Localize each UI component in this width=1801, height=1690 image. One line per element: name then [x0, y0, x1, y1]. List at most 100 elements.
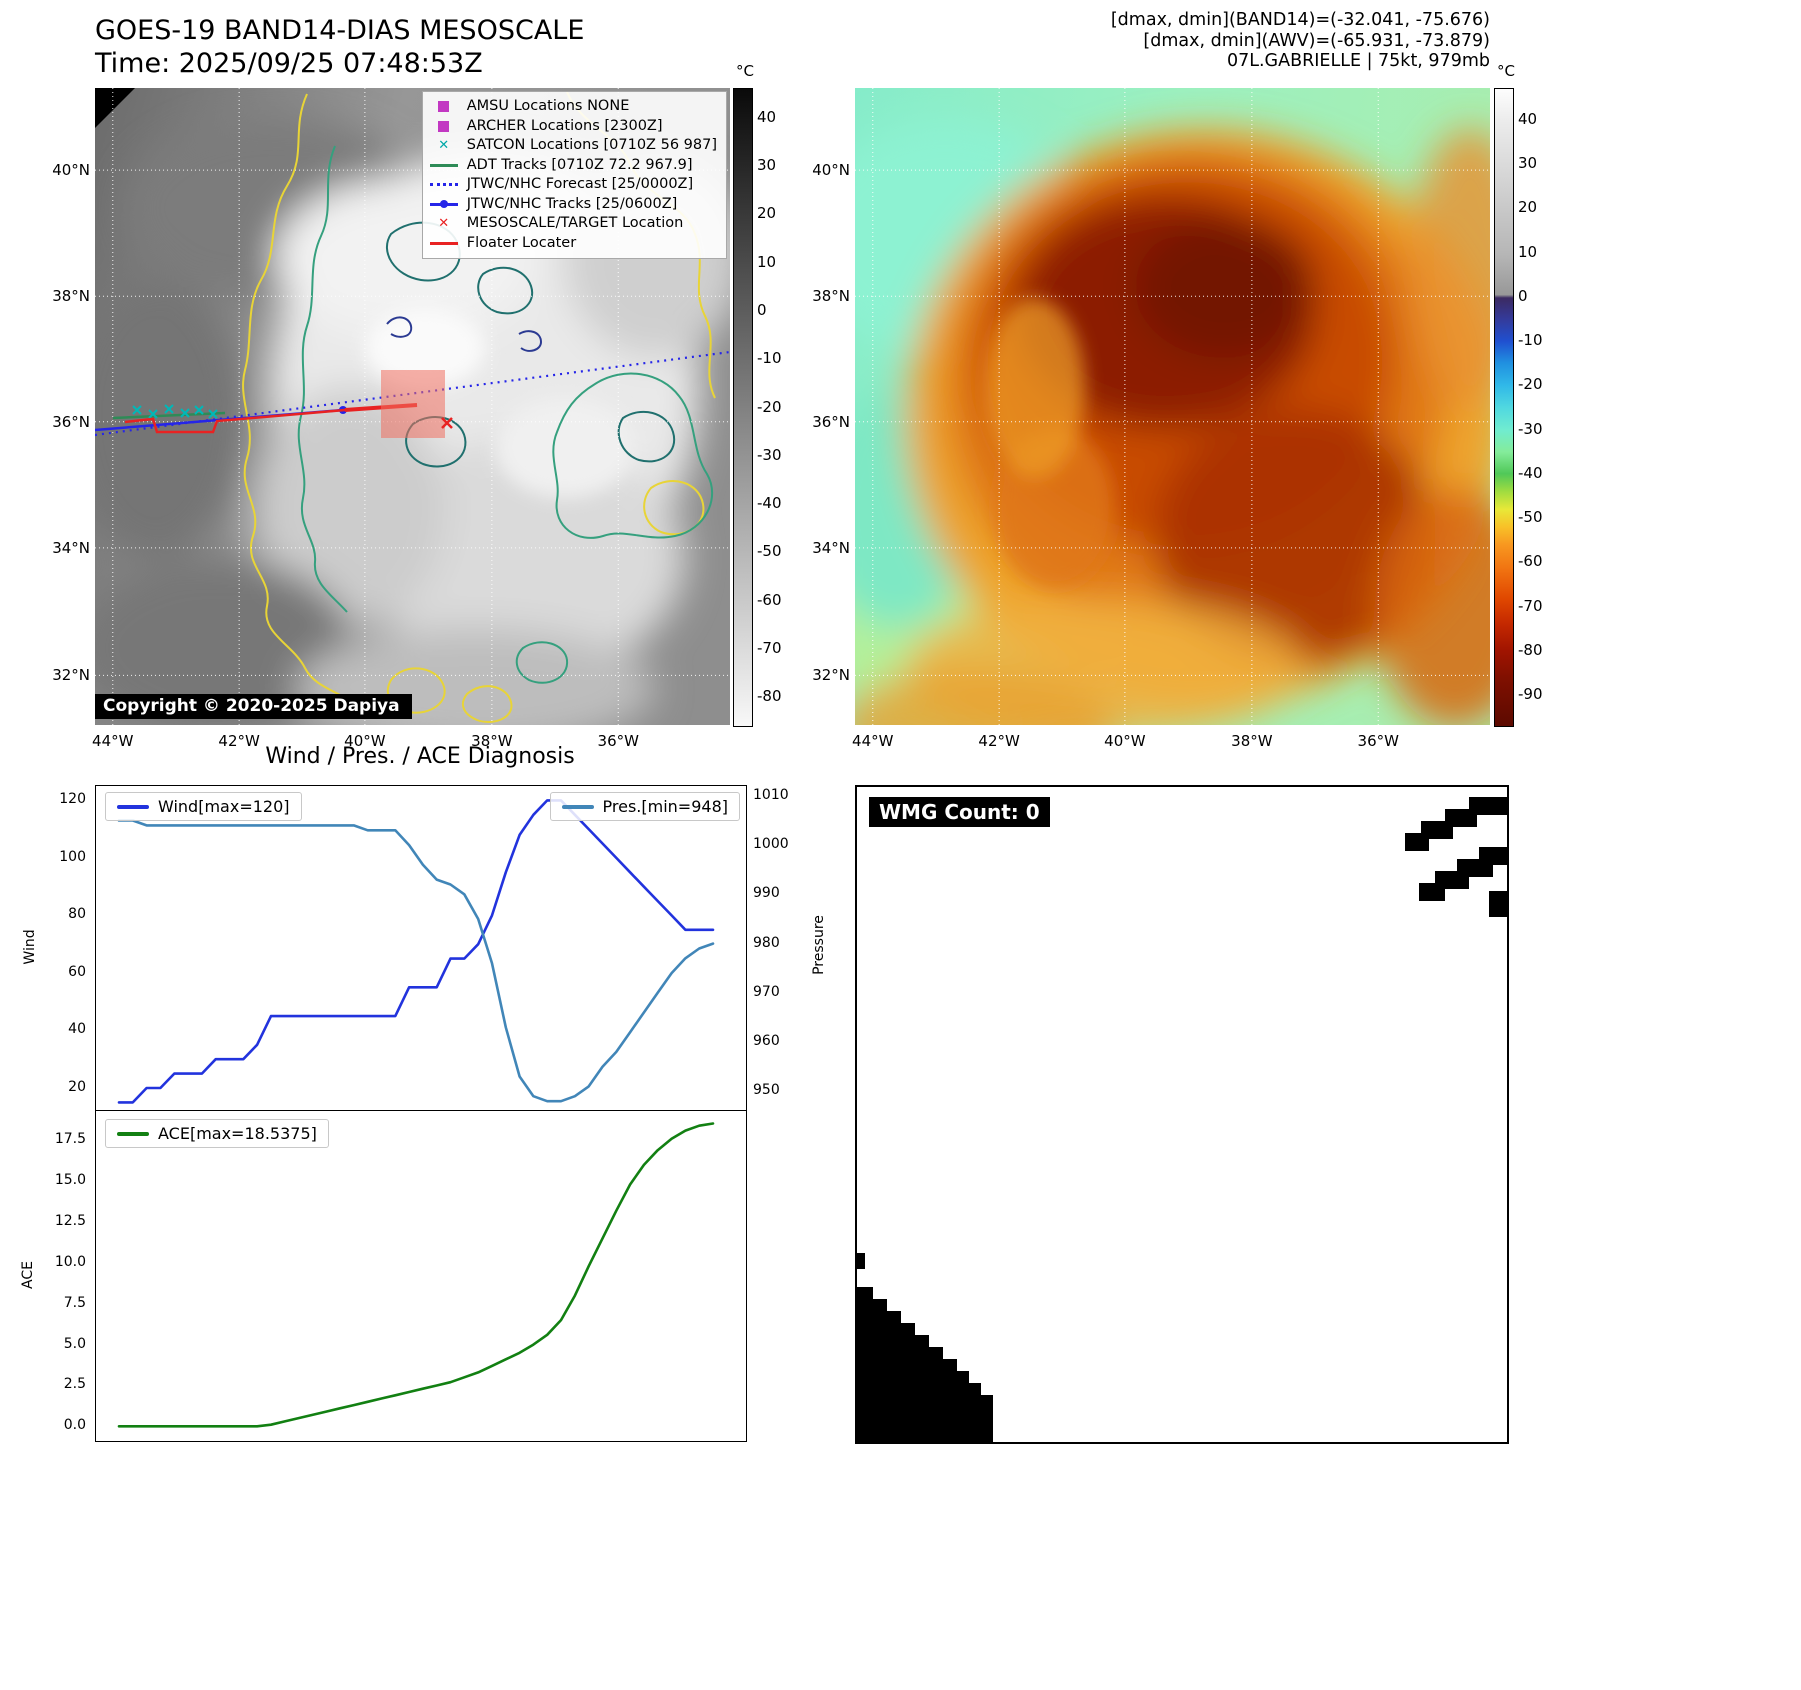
- awv-colorbar: [1494, 88, 1514, 727]
- y-tick-label: 970: [753, 983, 780, 1000]
- colorbar-tick: 40: [757, 107, 777, 126]
- lon-tick-label: 36°W: [597, 732, 639, 750]
- legend-item: ✕ MESOSCALE/TARGET Location: [429, 214, 717, 234]
- x-marker-icon: ✕: [438, 138, 450, 153]
- wind-pressure-chart: Wind[max=120] Pres.[min=948]: [95, 785, 747, 1112]
- wind-axis-label: Wind: [22, 929, 38, 965]
- dotted-marker-icon: [429, 177, 459, 193]
- y-tick-label: 100: [59, 848, 86, 865]
- y-tick-label: 20: [68, 1078, 86, 1095]
- y-tick-label: 12.5: [54, 1213, 86, 1230]
- legend-item-label: JTWC/NHC Tracks [25/0600Z]: [466, 195, 678, 212]
- colorbar-tick: 30: [1518, 154, 1538, 173]
- wind-y-axis: 20 40 60 80 100 120: [48, 785, 86, 1110]
- ace-series-line: [117, 1122, 715, 1428]
- ace-legend-label: ACE[max=18.5375]: [158, 1124, 317, 1143]
- awv-lon-axis: 44°W 42°W 40°W 38°W 36°W: [852, 732, 1490, 754]
- legend-item: AMSU Locations NONE: [429, 97, 717, 117]
- legend-item: JTWC/NHC Tracks [25/0600Z]: [429, 195, 717, 215]
- colorbar-tick: 0: [1518, 286, 1528, 305]
- lon-tick-label: 44°W: [92, 732, 134, 750]
- y-tick-label: 990: [753, 885, 780, 902]
- legend-item: ADT Tracks [0710Z 72.2 967.9]: [429, 156, 717, 176]
- lon-tick-label: 44°W: [852, 732, 894, 750]
- band14-lat-axis: 40°N 38°N 36°N 34°N 32°N: [40, 88, 90, 725]
- ace-chart: ACE[max=18.5375]: [95, 1110, 747, 1442]
- lon-tick-label: 36°W: [1357, 732, 1399, 750]
- track-overlays: [95, 350, 730, 438]
- wmg-panel: WMG Count: 0: [855, 785, 1509, 1444]
- y-tick-label: 10.0: [54, 1253, 86, 1270]
- colorbar-tick: 40: [1518, 109, 1538, 128]
- copyright-label: Copyright © 2020-2025 Dapiya: [95, 694, 412, 719]
- colorbar-tick: -50: [1518, 508, 1543, 527]
- pressure-axis-label: Pressure: [811, 915, 827, 975]
- colorbar-tick: 0: [757, 300, 767, 319]
- y-tick-label: 60: [68, 963, 86, 980]
- colorbar-tick: 30: [757, 156, 777, 175]
- band14-colorbar-unit: °C: [736, 62, 754, 80]
- colorbar-tick: -20: [757, 397, 782, 416]
- y-tick-label: 7.5: [63, 1294, 86, 1311]
- y-tick-label: 980: [753, 934, 780, 951]
- legend-item-label: ADT Tracks [0710Z 72.2 967.9]: [466, 156, 693, 173]
- y-tick-label: 2.5: [63, 1376, 86, 1393]
- wind-series-line: [117, 799, 715, 1104]
- lon-tick-label: 42°W: [218, 732, 260, 750]
- colorbar-tick: -40: [1518, 463, 1543, 482]
- lat-tick-label: 38°N: [52, 287, 90, 306]
- colorbar-tick: 20: [757, 204, 777, 223]
- band14-title: GOES-19 BAND14-DIAS MESOSCALE Time: 2025…: [95, 14, 584, 80]
- dmax-dmin-awv: [dmax, dmin](AWV)=(-65.931, -73.879): [1143, 30, 1490, 51]
- lat-tick-label: 34°N: [812, 538, 850, 557]
- square-marker-icon: [429, 99, 459, 115]
- legend-item: ARCHER Locations [2300Z]: [429, 117, 717, 137]
- y-tick-label: 120: [59, 791, 86, 808]
- y-tick-label: 80: [68, 906, 86, 923]
- band14-colorbar-ticks: 40 30 20 10 0 -10 -20 -30 -40 -50 -60 -70 -80: [757, 88, 803, 725]
- y-tick-label: 17.5: [54, 1131, 86, 1148]
- y-tick-label: 15.0: [54, 1172, 86, 1189]
- lat-tick-label: 40°N: [812, 161, 850, 180]
- image-corner-wedge: [95, 88, 135, 128]
- colorbar-tick: 10: [757, 252, 777, 271]
- band14-colorbar: [733, 88, 753, 727]
- wind-line-swatch: [117, 804, 149, 809]
- square-marker-icon: [429, 118, 459, 134]
- legend-item-label: ARCHER Locations [2300Z]: [466, 117, 663, 134]
- line-marker-icon: [429, 157, 459, 173]
- colorbar-tick: 10: [1518, 242, 1538, 261]
- ace-legend: ACE[max=18.5375]: [105, 1119, 329, 1148]
- y-tick-label: 950: [753, 1082, 780, 1099]
- legend-item-label: SATCON Locations [0710Z 56 987]: [466, 137, 717, 153]
- lon-tick-label: 38°W: [1231, 732, 1273, 750]
- pressure-legend: Pres.[min=948]: [549, 792, 740, 821]
- lon-tick-label: 40°W: [344, 732, 386, 750]
- lat-tick-label: 36°N: [812, 412, 850, 431]
- mesoscale-target-box: [381, 370, 445, 438]
- legend-item-label: Floater Locater: [466, 234, 577, 251]
- lat-tick-label: 32°N: [812, 666, 850, 685]
- colorbar-tick: -30: [757, 445, 782, 464]
- y-tick-label: 40: [68, 1021, 86, 1038]
- lon-tick-label: 38°W: [471, 732, 513, 750]
- lat-tick-label: 34°N: [52, 538, 90, 557]
- wind-legend: Wind[max=120]: [105, 792, 302, 821]
- ace-axis-label: ACE: [20, 1261, 36, 1289]
- colorbar-tick: -70: [1518, 596, 1543, 615]
- colorbar-tick: -90: [1518, 685, 1543, 704]
- cloud-highlights: [365, 308, 635, 498]
- colorbar-tick: -60: [757, 590, 782, 609]
- wmg-map-area: [857, 797, 1507, 1442]
- adt-track-line: [112, 411, 226, 420]
- band14-satellite-map: AMSU Locations NONE ARCHER Locations [230…: [95, 88, 730, 725]
- colorbar-tick: -80: [757, 687, 782, 706]
- awv-header: [dmax, dmin](BAND14)=(-32.041, -75.676) …: [855, 10, 1490, 72]
- colorbar-tick: -70: [757, 638, 782, 657]
- colorbar-tick: -80: [1518, 640, 1543, 659]
- line-marker-icon: [429, 235, 459, 251]
- storm-status-line: 07L.GABRIELLE | 75kt, 979mb: [1226, 51, 1490, 71]
- pressure-line-swatch: [561, 804, 594, 809]
- legend-item: ✕ SATCON Locations [0710Z 56 987]: [429, 136, 717, 156]
